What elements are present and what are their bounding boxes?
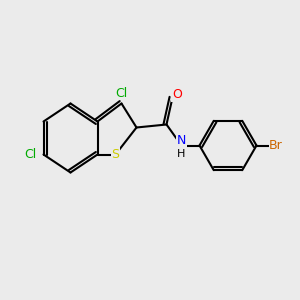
Text: Br: Br <box>269 139 283 152</box>
Text: O: O <box>172 88 182 101</box>
Text: Cl: Cl <box>24 148 36 161</box>
Text: H: H <box>177 149 186 159</box>
Text: N: N <box>177 134 186 148</box>
Text: S: S <box>112 148 119 161</box>
Text: Cl: Cl <box>116 86 128 100</box>
